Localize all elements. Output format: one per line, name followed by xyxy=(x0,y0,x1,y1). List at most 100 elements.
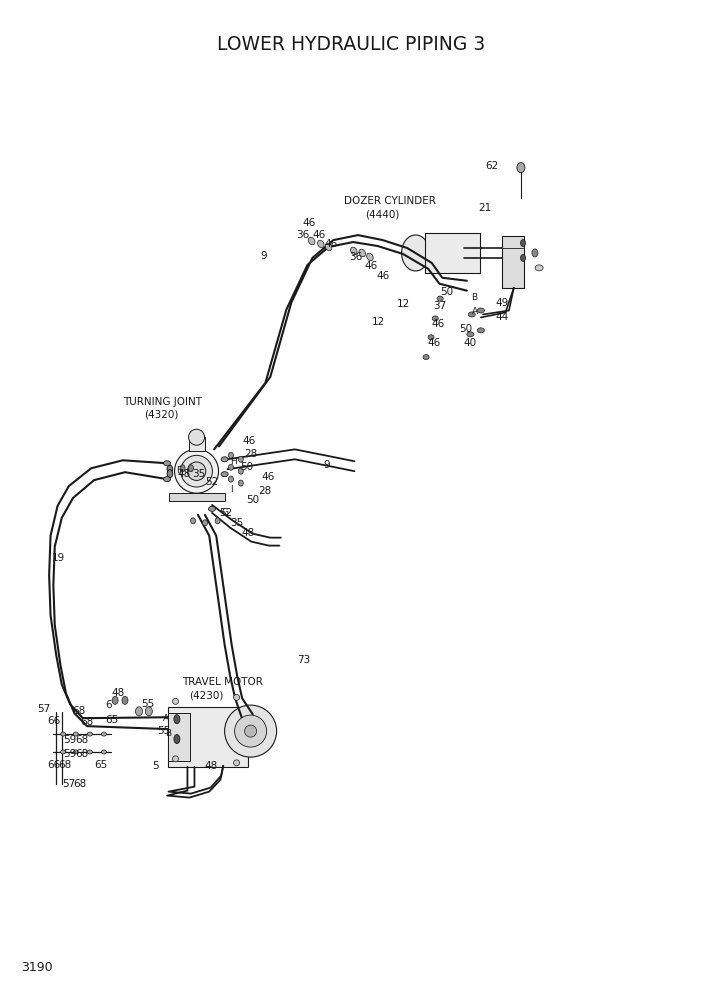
Text: 28: 28 xyxy=(245,449,258,459)
Text: 12: 12 xyxy=(397,299,409,309)
Ellipse shape xyxy=(188,464,194,472)
Ellipse shape xyxy=(164,460,171,466)
Text: 44: 44 xyxy=(496,312,508,322)
Text: I: I xyxy=(230,484,233,494)
Text: 36: 36 xyxy=(297,230,310,240)
Ellipse shape xyxy=(423,354,429,360)
Text: B: B xyxy=(472,293,477,303)
Ellipse shape xyxy=(238,480,244,486)
Text: 46: 46 xyxy=(364,261,377,271)
Text: 9: 9 xyxy=(323,460,330,470)
Text: LOWER HYDRAULIC PIPING 3: LOWER HYDRAULIC PIPING 3 xyxy=(217,35,485,54)
Circle shape xyxy=(234,715,267,747)
Text: 57: 57 xyxy=(38,704,51,714)
Text: 50: 50 xyxy=(241,462,253,472)
Circle shape xyxy=(225,705,277,757)
Ellipse shape xyxy=(87,750,93,754)
Text: 59: 59 xyxy=(64,749,77,759)
Circle shape xyxy=(234,694,239,700)
Circle shape xyxy=(187,462,206,480)
Ellipse shape xyxy=(180,464,185,472)
Text: 68: 68 xyxy=(74,779,86,789)
Text: 57: 57 xyxy=(62,779,75,789)
Text: 50: 50 xyxy=(460,324,472,334)
Text: 73: 73 xyxy=(297,655,310,665)
Ellipse shape xyxy=(467,331,474,337)
Circle shape xyxy=(244,725,257,737)
Ellipse shape xyxy=(535,265,543,271)
Text: (4440): (4440) xyxy=(365,209,399,219)
Text: 28: 28 xyxy=(259,486,272,496)
Text: H: H xyxy=(230,456,237,466)
Text: 5: 5 xyxy=(152,761,159,771)
Text: G: G xyxy=(221,508,228,518)
Ellipse shape xyxy=(190,518,196,524)
Ellipse shape xyxy=(437,296,443,302)
Text: 50: 50 xyxy=(246,495,259,505)
Ellipse shape xyxy=(477,308,484,313)
Text: 68: 68 xyxy=(73,706,86,716)
Text: 46: 46 xyxy=(243,436,256,446)
Ellipse shape xyxy=(359,249,366,257)
Ellipse shape xyxy=(238,456,244,462)
Ellipse shape xyxy=(101,750,107,754)
Ellipse shape xyxy=(308,237,315,245)
Ellipse shape xyxy=(477,327,484,333)
Text: 37: 37 xyxy=(434,301,446,310)
Text: 36: 36 xyxy=(350,252,362,262)
Text: 35: 35 xyxy=(230,518,243,528)
Ellipse shape xyxy=(73,750,79,754)
Ellipse shape xyxy=(112,696,118,704)
Text: 48: 48 xyxy=(112,688,124,698)
Ellipse shape xyxy=(520,239,526,247)
Text: 59: 59 xyxy=(64,735,77,745)
Text: 68: 68 xyxy=(75,735,88,745)
Text: 9: 9 xyxy=(260,251,267,261)
Text: F: F xyxy=(176,465,182,475)
Ellipse shape xyxy=(228,452,234,458)
Text: 65: 65 xyxy=(106,715,119,725)
Bar xyxy=(168,713,190,761)
Ellipse shape xyxy=(428,334,434,340)
Ellipse shape xyxy=(532,249,538,257)
Ellipse shape xyxy=(432,315,438,321)
Ellipse shape xyxy=(164,476,171,482)
Text: 66: 66 xyxy=(48,760,60,770)
Text: 46: 46 xyxy=(303,218,315,228)
Ellipse shape xyxy=(402,235,430,271)
Text: 48: 48 xyxy=(178,469,190,479)
Ellipse shape xyxy=(238,468,244,474)
Text: 46: 46 xyxy=(432,319,444,329)
Ellipse shape xyxy=(174,734,180,744)
Circle shape xyxy=(189,430,204,445)
Bar xyxy=(502,236,524,288)
Text: 40: 40 xyxy=(463,338,476,348)
Ellipse shape xyxy=(228,464,234,470)
Ellipse shape xyxy=(208,506,216,512)
Ellipse shape xyxy=(325,243,332,251)
Text: 46: 46 xyxy=(428,338,441,348)
Ellipse shape xyxy=(174,714,180,724)
Circle shape xyxy=(173,698,178,704)
Text: 66: 66 xyxy=(48,716,60,726)
Bar xyxy=(168,707,249,767)
Circle shape xyxy=(173,756,178,762)
Text: 46: 46 xyxy=(377,271,390,281)
Ellipse shape xyxy=(73,732,79,736)
Bar xyxy=(189,437,204,451)
Text: 48: 48 xyxy=(204,761,217,771)
Text: 68: 68 xyxy=(81,717,93,727)
Text: 46: 46 xyxy=(262,472,274,482)
Text: 68: 68 xyxy=(59,760,72,770)
Ellipse shape xyxy=(350,247,357,255)
Text: 3190: 3190 xyxy=(21,961,53,974)
Ellipse shape xyxy=(221,471,228,477)
Text: 48: 48 xyxy=(242,528,255,538)
Ellipse shape xyxy=(60,732,66,736)
Text: 65: 65 xyxy=(95,760,107,770)
Ellipse shape xyxy=(167,465,173,473)
Text: TURNING JOINT: TURNING JOINT xyxy=(123,397,202,407)
Circle shape xyxy=(234,760,239,766)
Text: 19: 19 xyxy=(52,553,65,562)
Text: B: B xyxy=(166,728,171,738)
